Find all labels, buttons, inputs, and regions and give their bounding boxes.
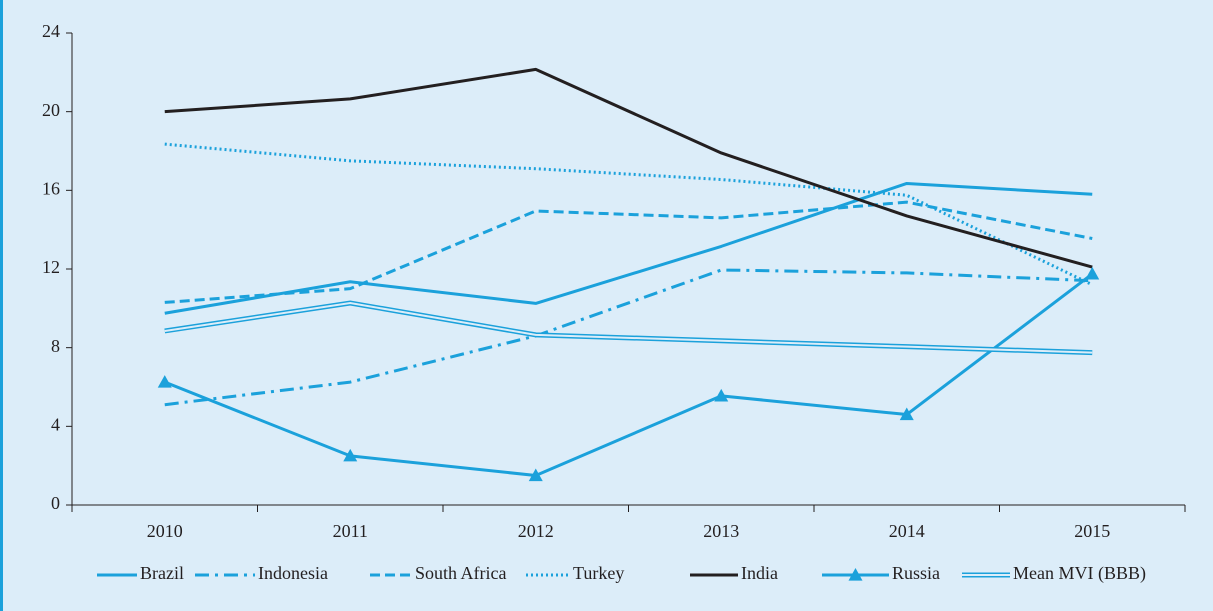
x-tick-label: 2012 [518,521,554,541]
legend-label: South Africa [415,563,507,583]
legend-label: Mean MVI (BBB) [1013,563,1146,584]
series [164,181,1093,315]
legend-label: Russia [892,563,940,583]
point-marker [157,375,172,388]
y-tick-label: 8 [51,336,60,356]
series-line [164,200,1093,304]
y-tick-label: 16 [42,178,60,198]
y-tick-label: 20 [42,100,60,120]
legend-item: India [690,563,778,583]
series [164,67,1093,269]
legend-label: India [741,563,778,583]
legend-item: Indonesia [195,563,328,583]
legend-item: Russia [822,563,940,583]
series-line [164,272,1094,477]
series-line [164,142,1093,287]
series [157,266,1100,482]
series [164,268,1093,407]
y-tick-label: 12 [42,257,60,277]
point-marker [528,468,543,482]
point-marker [714,388,729,402]
point-marker [1085,266,1100,280]
y-tick-label: 24 [42,21,60,41]
series [164,142,1093,287]
legend-item: Turkey [526,563,624,583]
x-tick-label: 2014 [889,521,925,541]
series-line-inner [164,302,1093,354]
series-line [164,181,1093,315]
x-tick-label: 2013 [703,521,739,541]
y-tick-label: 4 [51,414,60,434]
legend-label: Indonesia [258,563,328,583]
legend-label: Turkey [573,563,624,583]
point-marker [343,448,358,462]
x-tick-label: 2011 [333,521,368,541]
x-tick-label: 2015 [1074,521,1110,541]
x-tick-label: 2010 [147,521,183,541]
series-line [164,67,1093,269]
series [164,200,1093,304]
y-tick-label: 0 [51,493,60,513]
legend-label: Brazil [140,563,184,583]
legend-item: Mean MVI (BBB) [962,563,1146,584]
series [164,300,1093,356]
legend-item: South Africa [370,563,507,583]
point-marker [899,407,914,421]
series-line [164,268,1093,407]
legend-item: Brazil [97,563,184,583]
legend-marker [848,568,863,581]
